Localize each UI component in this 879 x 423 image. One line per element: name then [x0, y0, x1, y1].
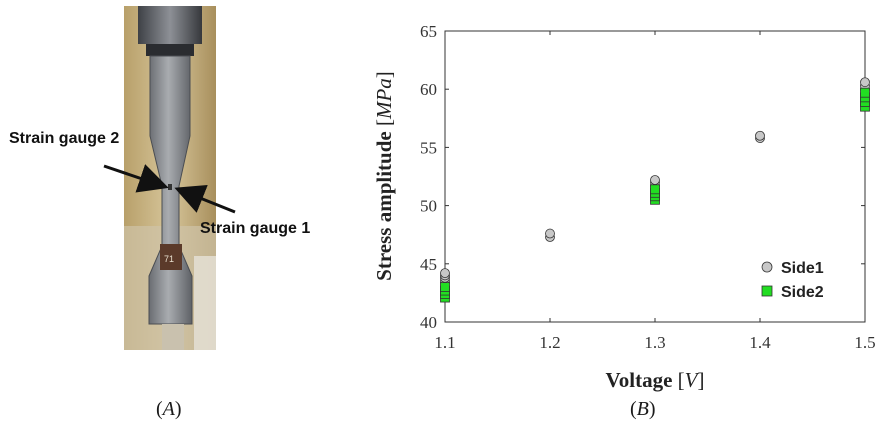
data-point-side1 [860, 77, 870, 88]
data-point-side1 [755, 130, 765, 141]
x-tick-label: 1.3 [644, 333, 665, 352]
caption-b: (B) [630, 398, 656, 420]
legend-marker-side2 [761, 285, 773, 297]
arrow-gauge-1 [174, 184, 236, 214]
specimen-tag: 71 [164, 254, 174, 264]
strain-gauge-2-label: Strain gauge 2 [9, 130, 120, 147]
legend-label-side2: Side2 [781, 284, 824, 301]
data-point-side1 [545, 228, 555, 239]
data-point-side2 [860, 87, 870, 98]
data-point-side1 [440, 268, 450, 279]
data-point-side2 [440, 282, 450, 292]
strain-gauge-1-label: Strain gauge 1 [200, 220, 311, 237]
y-tick-label: 50 [420, 197, 437, 216]
y-axis-label: Stress amplitude [MPa] [372, 71, 396, 281]
y-tick-label: 65 [420, 22, 437, 41]
legend-marker-side1 [761, 261, 773, 273]
arrow-gauge-2 [103, 164, 169, 193]
x-tick-label: 1.2 [539, 333, 560, 352]
x-tick-label: 1.4 [749, 333, 771, 352]
y-tick-label: 45 [420, 255, 437, 274]
data-point-side1 [650, 175, 660, 185]
y-tick-label: 55 [420, 138, 437, 157]
data-point-side2 [650, 184, 660, 195]
legend: Side1 Side2 [761, 260, 824, 301]
data-points [440, 77, 870, 303]
legend-label-side1: Side1 [781, 260, 824, 277]
specimen-photo: 71 [124, 6, 216, 350]
y-tick-label: 60 [420, 80, 437, 99]
x-tick-label: 1.5 [854, 333, 875, 352]
x-tick-label: 1.1 [434, 333, 455, 352]
caption-a: (A) [156, 398, 182, 420]
axis-ticks: 1.1 1.2 1.3 1.4 1.5 40 45 50 55 60 65 [420, 22, 876, 352]
y-tick-label: 40 [420, 313, 437, 332]
x-axis-label: Voltage [V] [606, 368, 705, 392]
